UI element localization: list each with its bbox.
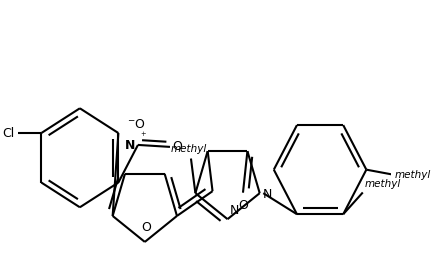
Text: O: O <box>142 221 152 234</box>
Text: $^{-}$O: $^{-}$O <box>127 118 146 131</box>
Text: O: O <box>238 199 248 212</box>
Text: methyl: methyl <box>365 179 401 190</box>
Text: N: N <box>262 188 272 201</box>
Text: methyl: methyl <box>395 170 431 180</box>
Text: N: N <box>229 204 239 217</box>
Text: methyl: methyl <box>171 144 207 153</box>
Text: N: N <box>125 139 135 152</box>
Text: Cl: Cl <box>3 127 15 139</box>
Text: $^{+}$: $^{+}$ <box>140 131 147 141</box>
Text: O: O <box>173 140 183 153</box>
